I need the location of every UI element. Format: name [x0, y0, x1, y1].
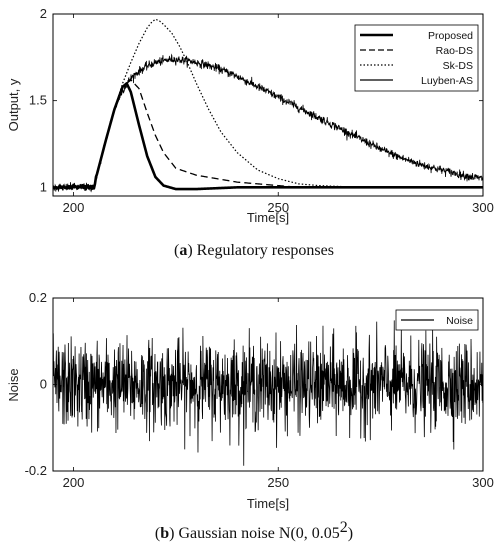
- chart-a-series-rao-ds: [53, 78, 483, 191]
- legend-label-noise: Noise: [446, 315, 473, 327]
- chart-a-lines: [53, 18, 483, 193]
- chart-b-ticks: 200 250 300 -0.2 0 0.2: [25, 290, 494, 490]
- chart-b-xtick-label: 300: [472, 475, 494, 490]
- legend-label-sk-ds: Sk-DS: [443, 60, 473, 72]
- chart-a-legend: Proposed Rao-DS Sk-DS Luyben-AS: [354, 24, 479, 92]
- chart-b: 200 250 300 -0.2 0 0.2 Time[s] Noise Noise: [6, 290, 494, 511]
- chart-b-ytick-label: -0.2: [25, 463, 47, 478]
- chart-b-legend: Noise: [395, 309, 479, 331]
- chart-a-xtick-label: 250: [267, 200, 289, 215]
- caption-a: (a) Regulatory responses: [174, 242, 334, 259]
- chart-b-lines: [53, 320, 483, 466]
- legend-label-luyben-as: Luyben-AS: [421, 75, 473, 87]
- chart-a-xtick-label: 200: [63, 200, 85, 215]
- chart-a-frame: [52, 13, 484, 197]
- chart-b-xtick-label: 200: [63, 475, 85, 490]
- chart-b-series-noise: [53, 320, 483, 466]
- chart-a-ytick-label: 1: [40, 179, 47, 194]
- chart-a-xlabel: Time[s]: [247, 210, 289, 225]
- chart-b-ytick-label: 0.2: [29, 290, 47, 305]
- chart-a-ylabel: Output, y: [6, 78, 21, 131]
- chart-b-legend-box: [395, 309, 479, 331]
- chart-a-ytick-label: 1.5: [29, 93, 47, 108]
- chart-b-ylabel: Noise: [6, 368, 21, 401]
- chart-b-xtick-label: 250: [267, 475, 289, 490]
- chart-b-ytick-label: 0: [40, 377, 47, 392]
- chart-a: 200 250 300 1 1.5 2 Time[s] Output, y Propose…: [6, 6, 494, 225]
- chart-b-xlabel: Time[s]: [247, 496, 289, 511]
- chart-a-series-proposed: [53, 82, 483, 191]
- legend-label-proposed: Proposed: [428, 30, 473, 42]
- caption-b: (b) Gaussian noise N(0, 0.052): [155, 519, 353, 542]
- chart-a-ytick-label: 2: [40, 6, 47, 21]
- legend-label-rao-ds: Rao-DS: [436, 45, 473, 57]
- chart-a-xtick-label: 300: [472, 200, 494, 215]
